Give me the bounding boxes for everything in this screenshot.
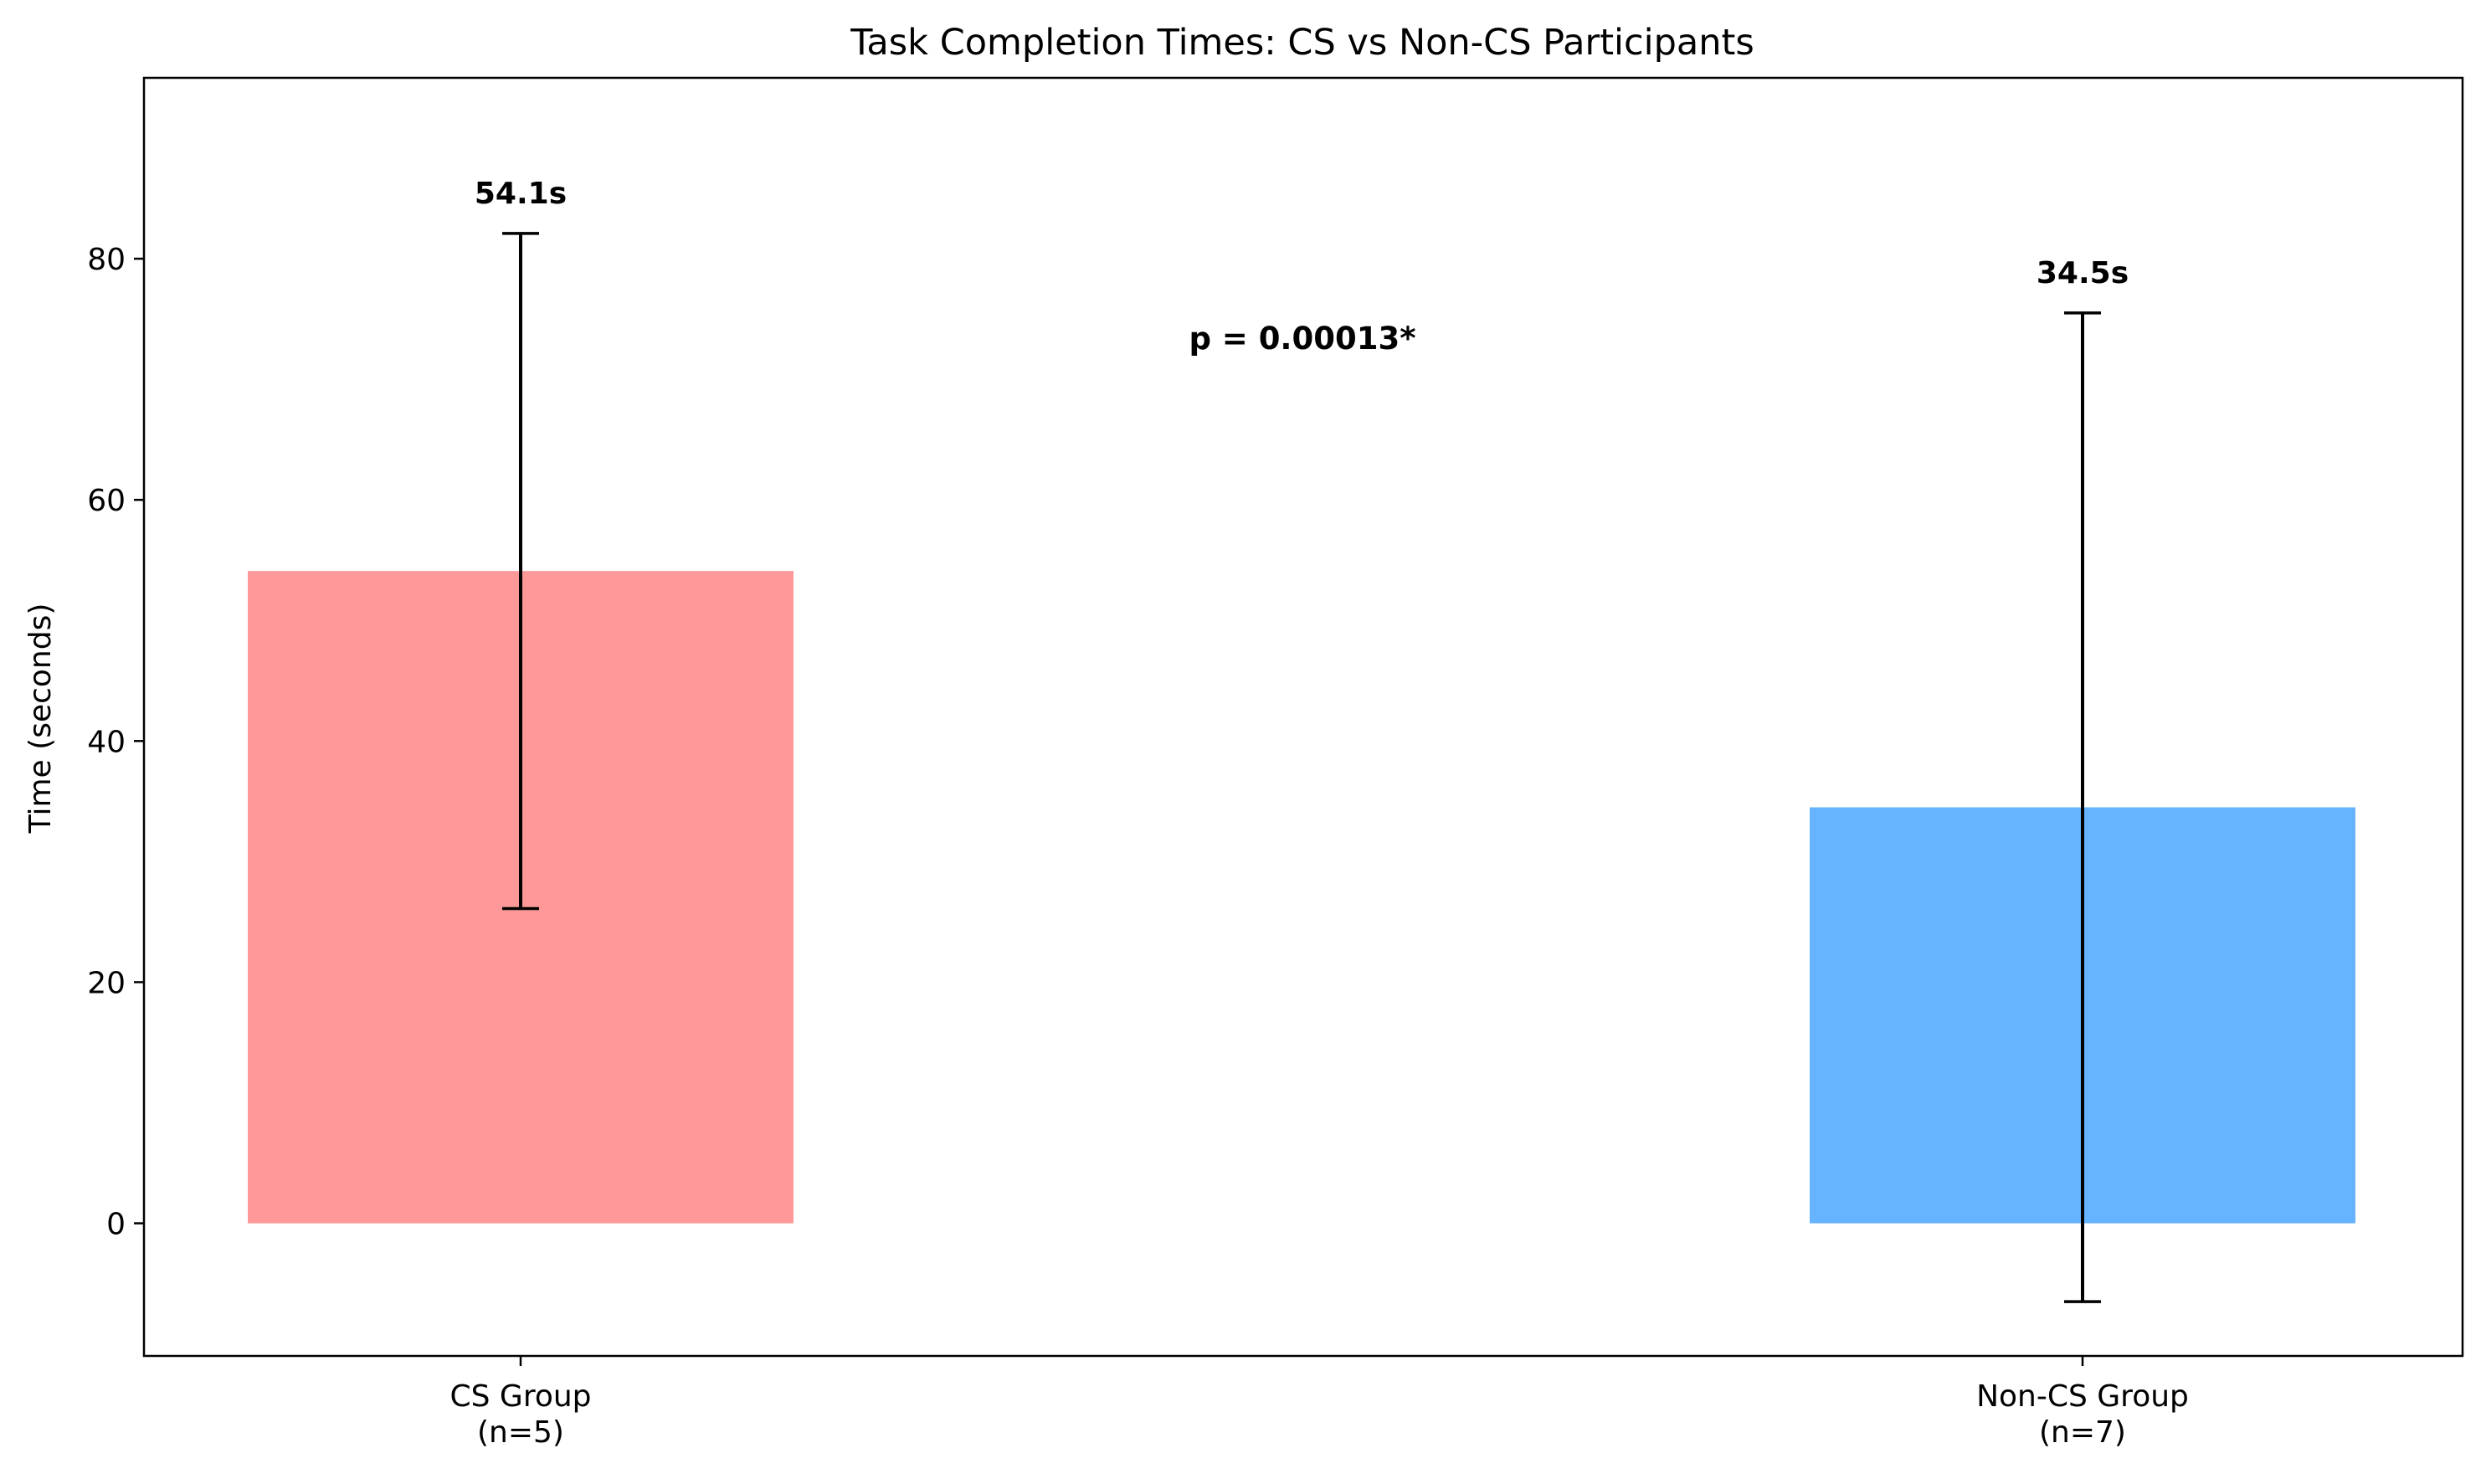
plot-frame xyxy=(142,76,2464,1358)
bars-layer xyxy=(248,571,2355,1224)
y-tick-label: 40 xyxy=(87,725,126,759)
labels-layer: 54.1s 34.5s xyxy=(475,177,2129,290)
y-axis-label: Time (seconds) xyxy=(23,603,58,834)
x-tick-label: Non-CS Group (n=7) xyxy=(1976,1379,2189,1450)
chart-title: Task Completion Times: CS vs Non-CS Part… xyxy=(850,22,1754,64)
y-tick-label: 80 xyxy=(87,243,126,277)
p-value-annotation: p = 0.00013* xyxy=(1189,321,1415,357)
bar-value-label: 34.5s xyxy=(2037,256,2129,290)
errorbars-layer xyxy=(502,232,2101,1303)
bar-value-label: 54.1s xyxy=(475,177,567,211)
x-tick-label: CS Group (n=5) xyxy=(449,1379,591,1450)
axes-layer: 0 20 40 60 80 CS Group (n=5) Non-CS Group (n=7) xyxy=(87,243,2189,1450)
y-tick-label: 60 xyxy=(87,484,126,518)
y-tick-label: 0 xyxy=(106,1208,126,1242)
y-tick-label: 20 xyxy=(87,966,126,1000)
